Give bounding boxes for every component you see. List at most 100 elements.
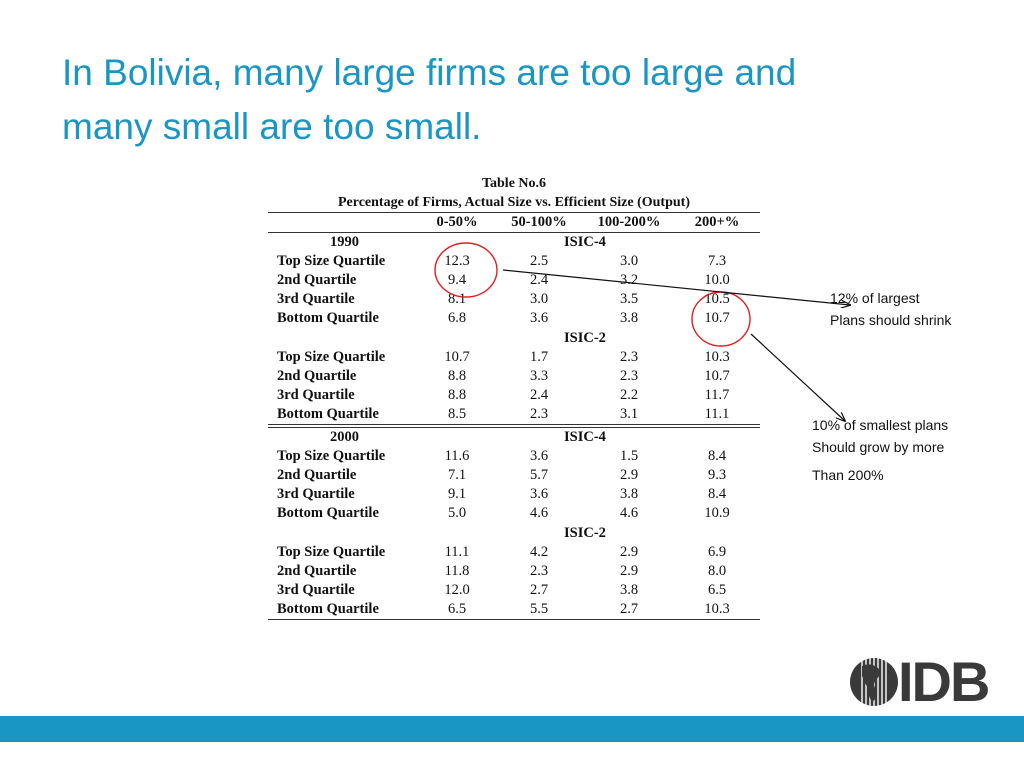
table-row: Top Size Quartile 11.1 4.2 2.9 6.9 xyxy=(268,543,760,562)
row-label: Bottom Quartile xyxy=(277,600,379,617)
table-cell: 2.4 xyxy=(529,386,549,403)
table-cell: 3.0 xyxy=(619,253,639,270)
table-cell: 3.6 xyxy=(529,486,549,503)
section-row: ISIC-2 xyxy=(268,524,760,543)
table-header-row: 0-50% 50-100% 100-200% 200+% xyxy=(268,213,760,232)
table-row: Top Size Quartile 11.6 3.6 1.5 8.4 xyxy=(268,447,760,466)
table-row: 2nd Quartile 11.8 2.3 2.9 8.0 xyxy=(268,562,760,581)
column-header: 100-200% xyxy=(597,214,661,230)
table-header-rule xyxy=(268,232,760,234)
smallest-firms-note: 10% of smallest plans Should grow by mor… xyxy=(812,414,948,486)
section-row: ISIC-2 xyxy=(268,329,760,348)
data-table: Table No.6 Percentage of Firms, Actual S… xyxy=(268,174,760,620)
table-cell: 10.5 xyxy=(704,291,730,308)
table-cell: 2.9 xyxy=(619,467,639,484)
table-cell: 8.1 xyxy=(447,291,467,308)
logo-text: IDB xyxy=(898,650,990,713)
table-cell: 10.7 xyxy=(704,367,730,384)
table-cell: 9.4 xyxy=(447,272,467,289)
section-label: ISIC-4 xyxy=(564,429,606,446)
table-cell: 3.8 xyxy=(619,581,639,598)
table-cell: 11.1 xyxy=(444,543,470,560)
smallest-note-line1: 10% of smallest plans xyxy=(812,417,949,433)
table-cell: 6.5 xyxy=(707,581,727,598)
table-row: Bottom Quartile 8.5 2.3 3.1 11.1 xyxy=(268,405,760,424)
row-label: 2nd Quartile xyxy=(277,467,357,484)
section-label: ISIC-2 xyxy=(564,329,606,346)
year-label: 2000 xyxy=(330,429,359,446)
table-bottom-rule xyxy=(268,618,760,620)
column-header: 50-100% xyxy=(511,214,567,230)
table-cell: 10.9 xyxy=(704,505,730,522)
table-row: Top Size Quartile 12.3 2.5 3.0 7.3 xyxy=(268,252,760,271)
table-cell: 9.1 xyxy=(447,486,467,503)
table-cell: 3.1 xyxy=(619,405,639,422)
table-row: 3rd Quartile 9.1 3.6 3.8 8.4 xyxy=(268,485,760,504)
table-cell: 2.9 xyxy=(619,543,639,560)
slide-title-line1: In Bolivia, many large firms are too lar… xyxy=(62,52,797,93)
table-row: 3rd Quartile 8.1 3.0 3.5 10.5 xyxy=(268,290,760,309)
row-label: Top Size Quartile xyxy=(277,348,386,365)
row-label: Bottom Quartile xyxy=(277,505,379,522)
largest-firms-note: 12% of largest Plans should shrink xyxy=(830,287,951,331)
row-label: Bottom Quartile xyxy=(277,405,379,422)
row-label: 3rd Quartile xyxy=(277,486,355,503)
table-row: Bottom Quartile 5.0 4.6 4.6 10.9 xyxy=(268,504,760,523)
row-label: Bottom Quartile xyxy=(277,310,379,327)
table-cell: 6.9 xyxy=(707,543,727,560)
globe-icon xyxy=(850,658,898,706)
table-period-separator xyxy=(268,424,760,429)
table-cell: 12.3 xyxy=(444,253,470,270)
table-cell: 2.7 xyxy=(619,600,639,617)
table-cell: 7.1 xyxy=(447,467,467,484)
row-label: Top Size Quartile xyxy=(277,448,386,465)
row-label: 2nd Quartile xyxy=(277,272,357,289)
largest-note-line2: Plans should shrink xyxy=(830,312,952,328)
section-label: ISIC-4 xyxy=(564,234,606,251)
table-cell: 8.0 xyxy=(707,562,727,579)
row-label: Top Size Quartile xyxy=(277,543,386,560)
slide-title-line2: many small are too small. xyxy=(62,106,482,147)
table-cell: 3.0 xyxy=(529,291,549,308)
row-label: 3rd Quartile xyxy=(277,386,355,403)
table-cell: 8.5 xyxy=(447,405,467,422)
row-label: 2nd Quartile xyxy=(277,367,357,384)
column-header: 200+% xyxy=(694,214,740,230)
table-cell: 1.7 xyxy=(529,348,549,365)
table-cell: 11.6 xyxy=(444,448,470,465)
table-cell: 4.2 xyxy=(529,543,549,560)
table-row: Bottom Quartile 6.5 5.5 2.7 10.3 xyxy=(268,600,760,619)
table-cell: 11.7 xyxy=(704,386,730,403)
table-cell: 10.3 xyxy=(704,348,730,365)
table-cell: 11.1 xyxy=(704,405,730,422)
table-cell: 2.3 xyxy=(619,367,639,384)
largest-note-line1: 12% of largest xyxy=(830,290,920,306)
table-cell: 3.6 xyxy=(529,448,549,465)
table-cell: 4.6 xyxy=(529,505,549,522)
section-row: 1990 ISIC-4 xyxy=(268,233,760,252)
row-label: Top Size Quartile xyxy=(277,253,386,270)
row-label: 3rd Quartile xyxy=(277,581,355,598)
table-cell: 6.5 xyxy=(447,600,467,617)
table-row: 2nd Quartile 9.4 2.4 3.2 10.0 xyxy=(268,271,760,290)
table-row: 3rd Quartile 8.8 2.4 2.2 11.7 xyxy=(268,386,760,405)
row-label: 2nd Quartile xyxy=(277,562,357,579)
section-row: 2000 ISIC-4 xyxy=(268,428,760,447)
table-cell: 3.3 xyxy=(529,367,549,384)
table-top-rule xyxy=(268,212,760,213)
table-cell: 2.7 xyxy=(529,581,549,598)
table-cell: 8.8 xyxy=(447,367,467,384)
table-cell: 8.4 xyxy=(707,448,727,465)
section-label: ISIC-2 xyxy=(564,524,606,541)
arrow-to-smallest-note xyxy=(750,333,845,421)
table-cell: 2.9 xyxy=(619,562,639,579)
table-row: Top Size Quartile 10.7 1.7 2.3 10.3 xyxy=(268,348,760,367)
smallest-note-line2: Should grow by more xyxy=(812,439,945,455)
table-cell: 2.2 xyxy=(619,386,639,403)
smallest-note-line3: Than 200% xyxy=(812,467,884,483)
table-cell: 5.7 xyxy=(529,467,549,484)
table-cell: 2.3 xyxy=(529,405,549,422)
table-cell: 3.8 xyxy=(619,310,639,327)
table-caption-number: Table No.6 xyxy=(481,176,547,191)
table-cell: 9.3 xyxy=(707,467,727,484)
